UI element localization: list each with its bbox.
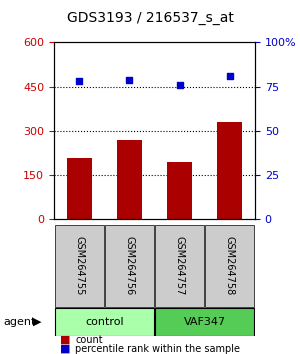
Text: control: control xyxy=(85,317,124,327)
Point xyxy=(227,73,232,79)
Text: count: count xyxy=(75,335,103,345)
Bar xyxy=(167,162,192,219)
Text: ■: ■ xyxy=(60,335,70,345)
Text: GSM264755: GSM264755 xyxy=(74,236,84,295)
Text: GSM264758: GSM264758 xyxy=(225,236,235,295)
Bar xyxy=(117,140,142,219)
Point xyxy=(127,77,132,82)
Text: ■: ■ xyxy=(60,344,70,354)
Text: GSM264756: GSM264756 xyxy=(124,236,134,295)
FancyBboxPatch shape xyxy=(105,225,154,307)
FancyBboxPatch shape xyxy=(155,225,204,307)
FancyBboxPatch shape xyxy=(205,225,254,307)
Point xyxy=(177,82,182,88)
Bar xyxy=(67,158,92,219)
Text: GDS3193 / 216537_s_at: GDS3193 / 216537_s_at xyxy=(67,11,233,25)
Text: agent: agent xyxy=(3,317,35,327)
Bar xyxy=(217,122,242,219)
Point xyxy=(77,79,82,84)
FancyBboxPatch shape xyxy=(55,225,104,307)
Text: ▶: ▶ xyxy=(33,317,41,327)
FancyBboxPatch shape xyxy=(155,308,254,336)
Text: VAF347: VAF347 xyxy=(184,317,226,327)
FancyBboxPatch shape xyxy=(55,308,154,336)
Text: percentile rank within the sample: percentile rank within the sample xyxy=(75,344,240,354)
Text: GSM264757: GSM264757 xyxy=(175,236,184,295)
